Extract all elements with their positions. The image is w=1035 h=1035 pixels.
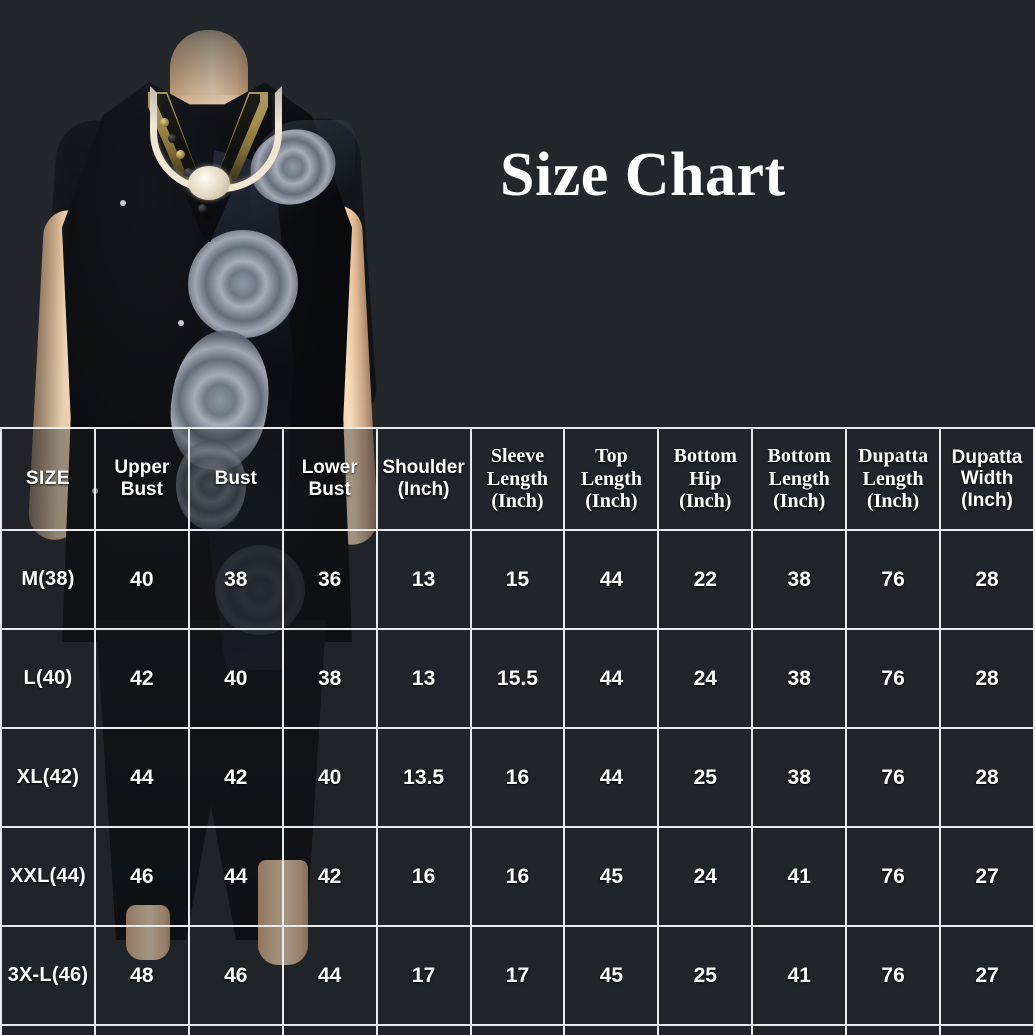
cell-sleeve-length: 15.5 [469, 628, 566, 729]
cell-bottom-length: 41 [751, 925, 848, 1026]
cell-bottom-length: 38 [751, 529, 848, 630]
necklace-pendant [188, 166, 230, 200]
cell-top-length: 44 [563, 529, 660, 630]
cell-sleeve-length: 17.5 [469, 1024, 566, 1035]
embroidery-bead [198, 204, 207, 213]
table-row: XL(42) 44 42 40 13.5 16 44 25 38 76 28 [0, 727, 1035, 828]
cell-bottom-hip: 26 [657, 1024, 754, 1035]
cell-lower-bust: 44 [281, 925, 378, 1026]
cell-top-length: 45 [563, 826, 660, 927]
column-header-dupatta-length: Dupatta Length (Inch) [845, 427, 942, 531]
table-row: XXL(44) 46 44 42 16 16 45 24 41 76 27 [0, 826, 1035, 927]
table-body: M(38) 40 38 36 13 15 44 22 38 76 28 L(40… [0, 529, 1035, 1035]
cell-upper-bust: 50 [93, 1024, 190, 1035]
size-chart-table: SIZE Upper Bust Bust Lower Bust Shoulder… [0, 427, 1035, 1035]
cell-bottom-length: 41 [751, 1024, 848, 1035]
cell-top-length: 45 [563, 925, 660, 1026]
cell-lower-bust: 38 [281, 628, 378, 729]
page-title: Size Chart [500, 141, 786, 209]
cell-bottom-hip: 24 [657, 826, 754, 927]
cell-shoulder: 16 [375, 826, 472, 927]
cell-bust: 38 [187, 529, 284, 630]
cell-bust: 40 [187, 628, 284, 729]
column-header-bottom-length: Bottom Length (Inch) [751, 427, 848, 531]
cell-sleeve-length: 17 [469, 925, 566, 1026]
cell-bottom-hip: 24 [657, 628, 754, 729]
cell-bust: 44 [187, 826, 284, 927]
cell-size: XL(42) [0, 727, 96, 828]
cell-dupatta-length: 76 [845, 529, 942, 630]
garment-button [178, 320, 184, 326]
column-header-top-length: Top Length (Inch) [563, 427, 660, 531]
cell-upper-bust: 44 [93, 727, 190, 828]
column-header-size: SIZE [0, 427, 96, 531]
cell-upper-bust: 40 [93, 529, 190, 630]
cell-bust: 46 [187, 925, 284, 1026]
column-header-upper-bust: Upper Bust [93, 427, 190, 531]
cell-dupatta-width: 28 [939, 628, 1035, 729]
cell-dupatta-length: 76 [845, 727, 942, 828]
cell-shoulder: 13 [375, 529, 472, 630]
cell-bust: 48 [187, 1024, 284, 1035]
cell-dupatta-length: 76 [845, 826, 942, 927]
cell-top-length: 44 [563, 727, 660, 828]
cell-size: 4X-L(48) [0, 1024, 96, 1035]
table-row: M(38) 40 38 36 13 15 44 22 38 76 28 [0, 529, 1035, 630]
cell-bottom-hip: 25 [657, 925, 754, 1026]
cell-bust: 42 [187, 727, 284, 828]
garment-button [120, 200, 126, 206]
cell-lower-bust: 42 [281, 826, 378, 927]
cell-shoulder: 17 [375, 925, 472, 1026]
cell-dupatta-width: 28 [939, 529, 1035, 630]
cell-bottom-length: 38 [751, 628, 848, 729]
header-row: SIZE Upper Bust Bust Lower Bust Shoulder… [0, 427, 1035, 531]
cell-lower-bust: 40 [281, 727, 378, 828]
floral-print-chest [188, 230, 298, 338]
cell-shoulder: 13 [375, 628, 472, 729]
cell-dupatta-width: 27 [939, 826, 1035, 927]
cell-bottom-length: 38 [751, 727, 848, 828]
cell-bottom-length: 41 [751, 826, 848, 927]
table-row: L(40) 42 40 38 13 15.5 44 24 38 76 28 [0, 628, 1035, 729]
cell-lower-bust: 46 [281, 1024, 378, 1035]
cell-upper-bust: 42 [93, 628, 190, 729]
cell-dupatta-length: 76 [845, 628, 942, 729]
cell-sleeve-length: 16 [469, 826, 566, 927]
column-header-bottom-hip: Bottom Hip (Inch) [657, 427, 754, 531]
column-header-lower-bust: Lower Bust [281, 427, 378, 531]
column-header-dupatta-width: Dupatta Width (Inch) [939, 427, 1035, 531]
table-row: 3X-L(46) 48 46 44 17 17 45 25 41 76 27 [0, 925, 1035, 1026]
cell-dupatta-width: 28 [939, 727, 1035, 828]
cell-size: XXL(44) [0, 826, 96, 927]
cell-sleeve-length: 16 [469, 727, 566, 828]
column-header-bust: Bust [187, 427, 284, 531]
cell-sleeve-length: 15 [469, 529, 566, 630]
column-header-sleeve-length: Sleeve Length (Inch) [469, 427, 566, 531]
table-header: SIZE Upper Bust Bust Lower Bust Shoulder… [0, 427, 1035, 531]
cell-shoulder: 17 [375, 1024, 472, 1035]
cell-upper-bust: 48 [93, 925, 190, 1026]
cell-bottom-hip: 22 [657, 529, 754, 630]
cell-lower-bust: 36 [281, 529, 378, 630]
cell-dupatta-width: 27 [939, 1024, 1035, 1035]
cell-top-length: 44 [563, 628, 660, 729]
cell-size: 3X-L(46) [0, 925, 96, 1026]
cell-top-length: 45 [563, 1024, 660, 1035]
cell-dupatta-length: 76 [845, 1024, 942, 1035]
table-row: 4X-L(48) 50 48 46 17 17.5 45 26 41 76 27 [0, 1024, 1035, 1035]
cell-dupatta-width: 27 [939, 925, 1035, 1026]
column-header-shoulder: Shoulder (Inch) [375, 427, 472, 531]
cell-upper-bust: 46 [93, 826, 190, 927]
cell-shoulder: 13.5 [375, 727, 472, 828]
cell-size: M(38) [0, 529, 96, 630]
cell-dupatta-length: 76 [845, 925, 942, 1026]
cell-size: L(40) [0, 628, 96, 729]
cell-bottom-hip: 25 [657, 727, 754, 828]
